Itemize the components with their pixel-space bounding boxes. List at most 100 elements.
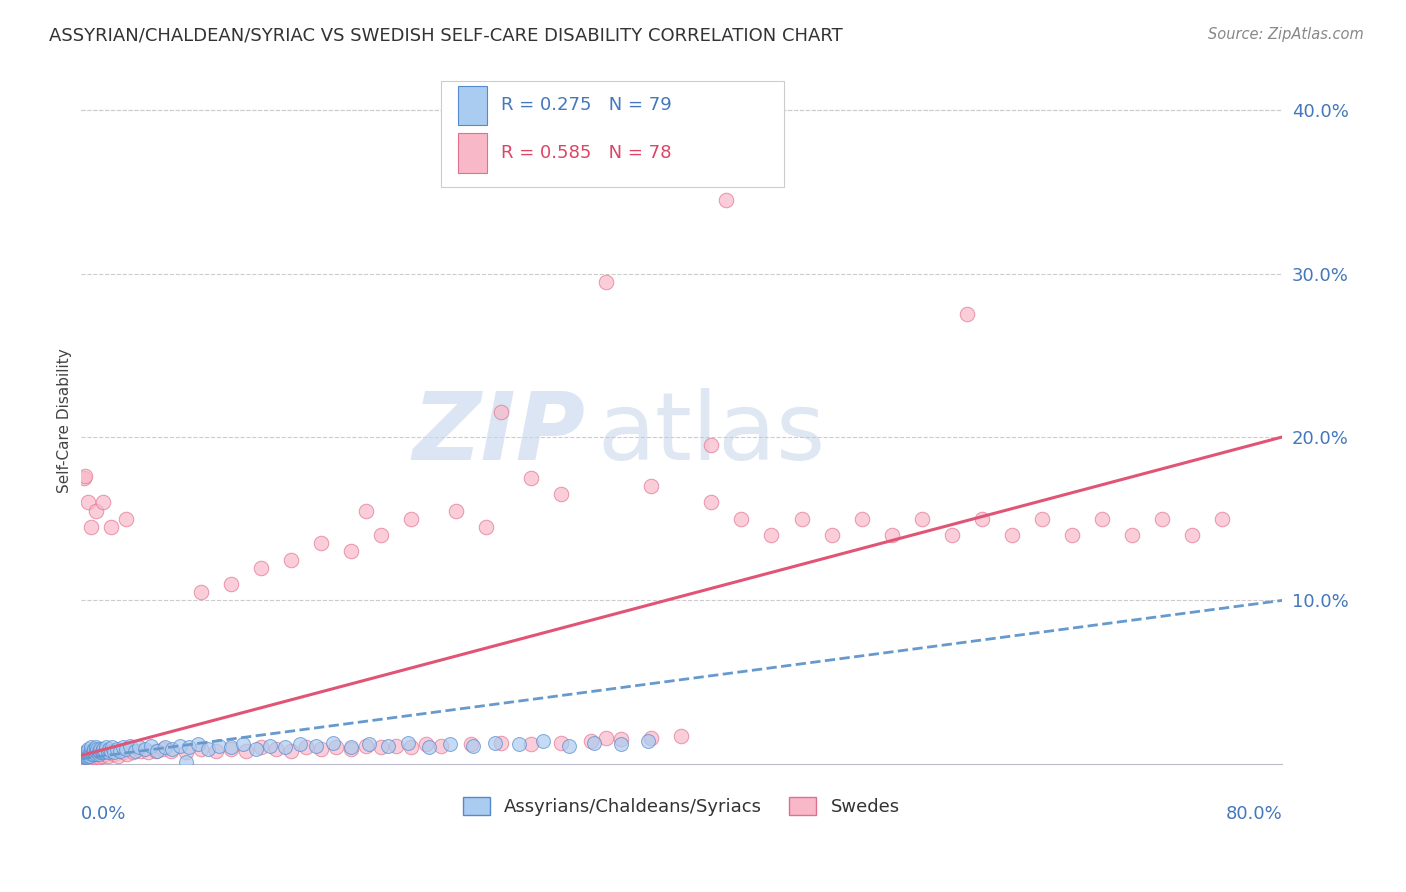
Point bbox=[730, 511, 752, 525]
Point bbox=[235, 744, 257, 758]
Point bbox=[86, 742, 108, 756]
Point bbox=[354, 739, 377, 753]
Point bbox=[87, 750, 110, 764]
Legend: Assyrians/Chaldeans/Syriacs, Swedes: Assyrians/Chaldeans/Syriacs, Swedes bbox=[456, 789, 907, 823]
Point bbox=[84, 747, 107, 761]
Point bbox=[377, 739, 399, 753]
Point bbox=[208, 739, 231, 753]
Point bbox=[76, 752, 98, 766]
Point bbox=[115, 747, 138, 761]
Text: 0.0%: 0.0% bbox=[80, 805, 127, 823]
Point bbox=[340, 742, 363, 756]
Point bbox=[84, 740, 107, 755]
Point bbox=[531, 734, 554, 748]
Point bbox=[880, 528, 903, 542]
Point bbox=[550, 487, 572, 501]
Point bbox=[91, 495, 114, 509]
Point bbox=[550, 735, 572, 749]
Point bbox=[325, 740, 347, 755]
FancyBboxPatch shape bbox=[458, 86, 486, 125]
Point bbox=[460, 737, 482, 751]
Point bbox=[86, 745, 108, 759]
Point bbox=[1031, 511, 1053, 525]
Point bbox=[77, 748, 100, 763]
Point bbox=[139, 739, 162, 753]
Point bbox=[357, 737, 380, 751]
Text: Source: ZipAtlas.com: Source: ZipAtlas.com bbox=[1208, 27, 1364, 42]
Point bbox=[80, 752, 103, 766]
FancyBboxPatch shape bbox=[441, 81, 783, 187]
Point bbox=[152, 742, 174, 756]
Point bbox=[305, 739, 328, 753]
Point bbox=[77, 742, 100, 756]
Point bbox=[96, 745, 118, 759]
Point bbox=[72, 747, 94, 761]
Point bbox=[354, 503, 377, 517]
Point bbox=[111, 745, 134, 759]
Point bbox=[197, 742, 219, 756]
Point bbox=[90, 744, 112, 758]
Point bbox=[134, 742, 156, 756]
Point bbox=[79, 750, 101, 764]
Point bbox=[716, 193, 738, 207]
Point bbox=[76, 747, 98, 761]
Text: R = 0.585   N = 78: R = 0.585 N = 78 bbox=[501, 144, 672, 162]
Point bbox=[72, 471, 94, 485]
Point bbox=[91, 745, 114, 759]
Point bbox=[956, 307, 979, 321]
Point bbox=[159, 744, 181, 758]
Point bbox=[430, 739, 453, 753]
Point bbox=[160, 742, 183, 756]
Point bbox=[1181, 528, 1204, 542]
Point bbox=[385, 739, 408, 753]
Point bbox=[309, 742, 332, 756]
Point bbox=[96, 748, 118, 763]
Point bbox=[136, 745, 159, 759]
Point bbox=[396, 735, 419, 749]
Point bbox=[129, 744, 152, 758]
Point bbox=[295, 740, 318, 755]
Point bbox=[84, 747, 107, 761]
Point bbox=[640, 731, 662, 745]
Point bbox=[101, 740, 124, 755]
Point bbox=[444, 503, 467, 517]
Point bbox=[595, 275, 617, 289]
Point bbox=[146, 744, 169, 758]
Point bbox=[114, 511, 136, 525]
Point bbox=[520, 471, 543, 485]
FancyBboxPatch shape bbox=[458, 134, 486, 172]
Point bbox=[761, 528, 783, 542]
Point bbox=[73, 745, 96, 759]
Point bbox=[970, 511, 993, 525]
Point bbox=[1091, 511, 1114, 525]
Point bbox=[83, 745, 105, 759]
Point bbox=[232, 737, 254, 751]
Point bbox=[489, 405, 512, 419]
Point bbox=[640, 479, 662, 493]
Point bbox=[89, 745, 111, 759]
Point bbox=[1211, 511, 1233, 525]
Point bbox=[309, 536, 332, 550]
Point bbox=[1150, 511, 1173, 525]
Point bbox=[219, 577, 242, 591]
Point bbox=[190, 742, 212, 756]
Point bbox=[370, 528, 392, 542]
Point bbox=[249, 560, 271, 574]
Point bbox=[70, 748, 93, 763]
Point bbox=[80, 744, 103, 758]
Point bbox=[418, 740, 440, 755]
Point bbox=[93, 744, 115, 758]
Point bbox=[122, 745, 145, 759]
Point bbox=[583, 735, 606, 749]
Point bbox=[89, 742, 111, 756]
Point bbox=[851, 511, 873, 525]
Point bbox=[204, 744, 226, 758]
Point bbox=[82, 747, 104, 761]
Text: 80.0%: 80.0% bbox=[1226, 805, 1282, 823]
Point bbox=[700, 495, 723, 509]
Point bbox=[82, 748, 104, 763]
Point bbox=[911, 511, 934, 525]
Point bbox=[461, 739, 484, 753]
Point bbox=[73, 750, 96, 764]
Point bbox=[100, 745, 122, 759]
